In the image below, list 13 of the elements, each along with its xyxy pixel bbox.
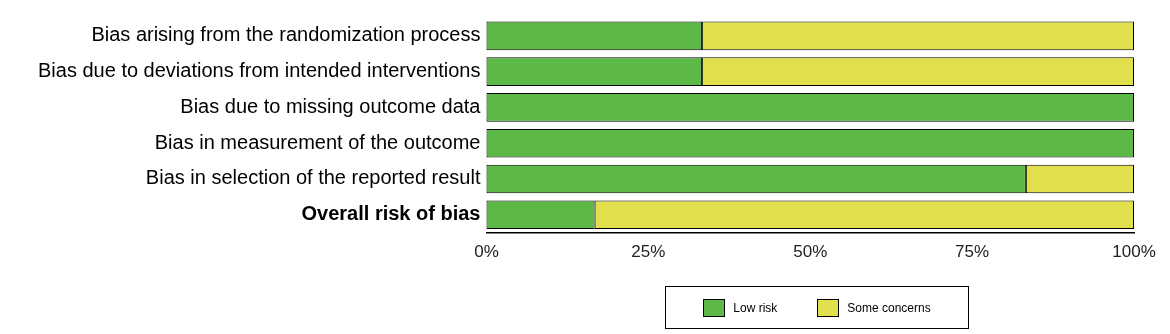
- y-tick-label: Bias due to missing outcome data: [180, 94, 482, 117]
- x-tick-label: 0%: [474, 242, 499, 262]
- legend-label: Some concerns: [847, 300, 931, 315]
- legend-label: Low risk: [733, 300, 778, 315]
- y-tick-label: Bias arising from the randomization process: [91, 23, 481, 46]
- y-tick-label: Bias in measurement of the outcome: [154, 130, 481, 153]
- y-tick-label: Overall risk of bias: [301, 202, 481, 225]
- x-tick-label: 50%: [793, 242, 828, 262]
- y-tick-label: Bias in selection of the reported result: [145, 166, 481, 189]
- x-tick-label: 100%: [1112, 242, 1156, 262]
- y-tick-label: Bias due to deviations from intended interventions: [37, 59, 481, 82]
- x-tick-label: 25%: [631, 242, 666, 262]
- x-tick-label: 75%: [955, 242, 990, 262]
